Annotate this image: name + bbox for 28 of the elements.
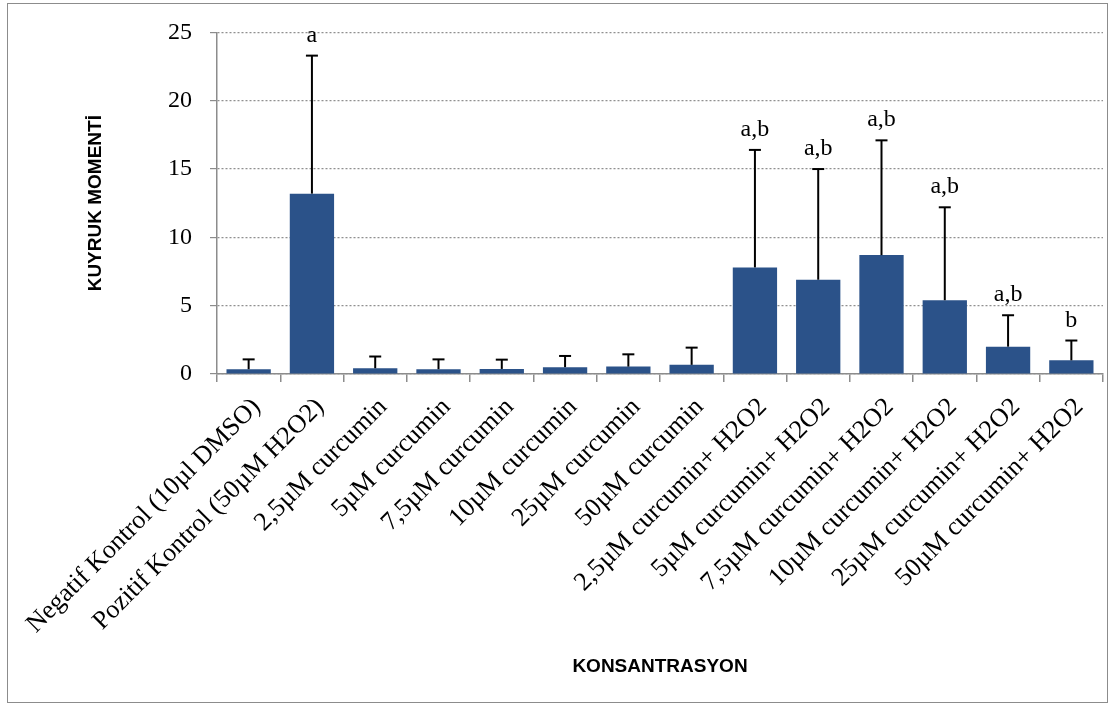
y-tick-label: 0: [180, 359, 192, 386]
annotation: b: [1065, 305, 1078, 332]
bar: [226, 369, 271, 374]
bar: [416, 369, 461, 374]
y-tick-label: 20: [168, 86, 192, 113]
annotation: a,b: [867, 105, 896, 132]
y-tick-label: 25: [168, 17, 192, 44]
y-axis-title: KUYRUK MOMENTİ: [83, 115, 105, 292]
y-tick-label: 10: [168, 222, 192, 249]
bar: [353, 368, 398, 374]
y-tick-label: 15: [168, 154, 192, 181]
bar: [859, 255, 904, 374]
annotation: a: [306, 20, 318, 47]
annotation: a,b: [740, 114, 770, 141]
bar: [796, 279, 841, 374]
bar: [289, 193, 335, 374]
x-axis-title: KONSANTRASYON: [572, 654, 748, 676]
annotation: a,b: [993, 280, 1023, 307]
bar: [985, 346, 1031, 374]
bar: [732, 267, 778, 374]
bar: [922, 300, 967, 374]
y-tick-label: 5: [180, 290, 192, 317]
bar: [1049, 360, 1094, 374]
bar: [669, 364, 714, 374]
bar: [542, 367, 588, 374]
annotation: a,b: [930, 172, 960, 199]
bar: [606, 366, 651, 374]
annotation: a,b: [803, 134, 833, 161]
